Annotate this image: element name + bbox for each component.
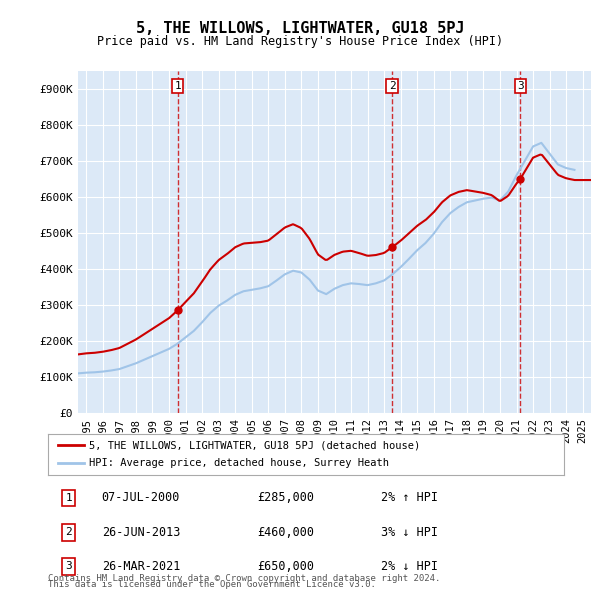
Text: Price paid vs. HM Land Registry's House Price Index (HPI): Price paid vs. HM Land Registry's House … <box>97 35 503 48</box>
Text: 3% ↓ HPI: 3% ↓ HPI <box>381 526 438 539</box>
Text: 1: 1 <box>65 493 72 503</box>
Text: 07-JUL-2000: 07-JUL-2000 <box>101 491 180 504</box>
Text: £650,000: £650,000 <box>257 560 314 573</box>
Text: 26-JUN-2013: 26-JUN-2013 <box>101 526 180 539</box>
Text: 2% ↑ HPI: 2% ↑ HPI <box>381 491 438 504</box>
Text: Contains HM Land Registry data © Crown copyright and database right 2024.: Contains HM Land Registry data © Crown c… <box>48 574 440 583</box>
Text: HPI: Average price, detached house, Surrey Heath: HPI: Average price, detached house, Surr… <box>89 458 389 468</box>
Text: £285,000: £285,000 <box>257 491 314 504</box>
Text: 2: 2 <box>389 81 395 91</box>
Text: 26-MAR-2021: 26-MAR-2021 <box>101 560 180 573</box>
Text: £460,000: £460,000 <box>257 526 314 539</box>
Text: 5, THE WILLOWS, LIGHTWATER, GU18 5PJ: 5, THE WILLOWS, LIGHTWATER, GU18 5PJ <box>136 21 464 35</box>
Text: 3: 3 <box>65 562 72 571</box>
Text: 1: 1 <box>174 81 181 91</box>
Text: 2: 2 <box>65 527 72 537</box>
Text: 2% ↓ HPI: 2% ↓ HPI <box>381 560 438 573</box>
Text: This data is licensed under the Open Government Licence v3.0.: This data is licensed under the Open Gov… <box>48 581 376 589</box>
Text: 5, THE WILLOWS, LIGHTWATER, GU18 5PJ (detached house): 5, THE WILLOWS, LIGHTWATER, GU18 5PJ (de… <box>89 440 421 450</box>
Text: 3: 3 <box>517 81 524 91</box>
